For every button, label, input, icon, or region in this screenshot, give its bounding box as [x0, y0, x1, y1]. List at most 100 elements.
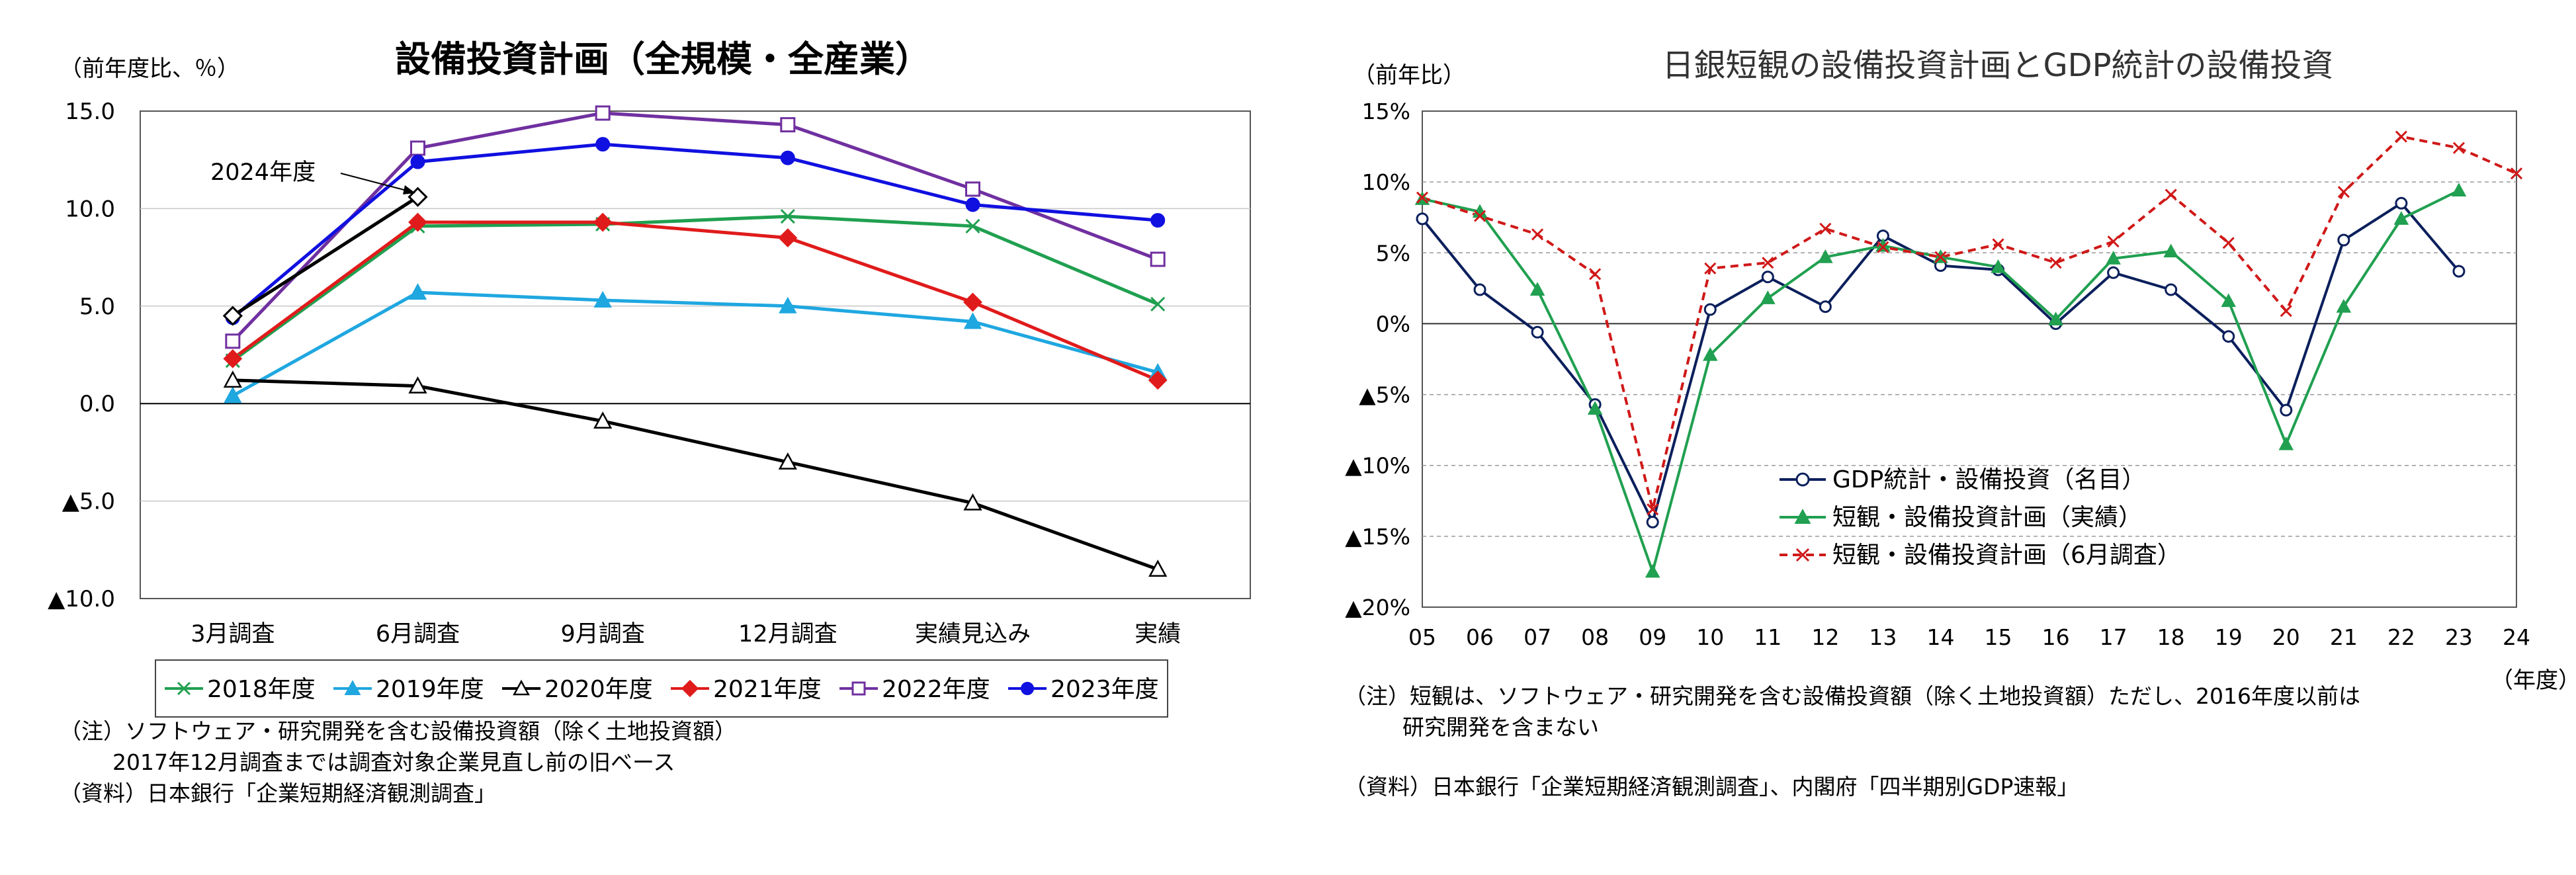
chart2-data-point: [1991, 259, 2006, 273]
chart2-data-point: [1416, 191, 1429, 204]
chart2-data-point: [1531, 325, 1544, 339]
chart2-data-point: [1587, 401, 1603, 415]
chart2-x-tick-label: 10: [1696, 624, 1724, 650]
chart2-x-tick-label: 17: [2100, 624, 2127, 650]
chart2-y-tick-label: ▲15%: [1345, 524, 1410, 550]
chart1-data-point: [223, 349, 243, 368]
chart2-data-point: [1704, 262, 1717, 274]
right-note-sub: 研究開発を含まない: [1402, 714, 1599, 740]
chart1-series-line: [232, 378, 1159, 571]
chart2-title: 日銀短観の設備投資計画とGDP統計の設備投資: [1662, 47, 2333, 84]
chart2-legend-label: 短観・設備投資計画（実績）: [1832, 504, 2142, 531]
chart1-data-point: [1148, 370, 1168, 390]
chart1-annotation-arrowhead: [403, 185, 415, 194]
chart2-data-point: [2395, 130, 2407, 143]
chart2-data-point: [1646, 515, 1659, 528]
chart2-data-point: [2393, 211, 2409, 225]
chart1-data-point: [410, 140, 425, 156]
chart2-data-point: [1529, 282, 1545, 296]
chart2-data-point: [2280, 305, 2292, 317]
chart1-plot-frame: [140, 110, 1251, 599]
chart2-x-tick-label: 18: [2157, 624, 2185, 650]
chart2-x-tick-label: 13: [1869, 624, 1897, 650]
chart1-legend-marker: [1021, 682, 1034, 695]
chart2-data-point: [2107, 266, 2120, 279]
chart2-data-point: [2451, 183, 2467, 196]
chart1-data-point: [595, 105, 611, 121]
chart1-legend-marker: [681, 679, 699, 698]
chart1-y-tick-label: ▲5.0: [62, 489, 115, 515]
chart2-x-unit: （年度）: [2491, 667, 2576, 694]
chart1-title: 設備投資計画（全規模・全産業）: [395, 38, 931, 80]
chart2-data-point: [2165, 188, 2177, 201]
chart2-x-tick-label: 07: [1524, 624, 1551, 650]
chart1-data-point: [593, 411, 613, 429]
chart1-data-point: [965, 181, 980, 197]
chart2-data-point: [2336, 299, 2352, 313]
chart2-data-point: [2222, 330, 2235, 343]
chart2-x-tick-label: 15: [1985, 624, 2012, 650]
chart2-legend-marker: [1795, 472, 1810, 487]
chart2-x-tick-label: 06: [1466, 624, 1494, 650]
left-note-sub: 2017年12月調査までは調査対象企業見直し前の旧ベース: [112, 749, 675, 775]
chart2-data-point: [2222, 237, 2235, 249]
chart1-data-point: [410, 154, 425, 169]
chart1-data-point: [965, 218, 980, 233]
chart2-x-tick-label: 14: [1926, 624, 1954, 650]
chart2-series-line: [1422, 135, 2517, 510]
chart2-data-point: [2165, 283, 2178, 296]
chart1-legend-label: 2021年度: [713, 676, 822, 703]
chart2-y-tick-label: ▲20%: [1345, 595, 1410, 620]
chart1-data-point: [224, 386, 242, 403]
chart1-data-point: [963, 493, 982, 511]
chart1-data-point: [1150, 251, 1166, 267]
chart1-legend-label: 2023年度: [1051, 676, 1159, 703]
chart1-data-point: [408, 376, 427, 394]
left-note: （注）ソフトウェア・研究開発を含む設備投資額（除く土地投資額）: [60, 718, 736, 744]
chart1-data-point: [963, 292, 982, 312]
chart1-data-point: [595, 137, 611, 152]
chart1-series-line: [232, 142, 1158, 319]
left-source: （資料）日本銀行「企業短期経済観測調査」: [60, 780, 496, 806]
chart2-x-tick-label: 05: [1408, 624, 1436, 650]
chart1-x-tick-label: 9月調査: [561, 621, 645, 647]
chart1-y-tick-label: 15.0: [65, 99, 115, 125]
chart2-x-tick-label: 21: [2330, 624, 2358, 650]
chart2-legend-label: GDP統計・設備投資（名目）: [1832, 466, 2145, 493]
chart2-legend-label: 短観・設備投資計画（6月調査）: [1832, 542, 2181, 569]
chart2-x-tick-label: 16: [2042, 624, 2070, 650]
chart1-data-point: [1150, 296, 1166, 312]
chart1-data-point: [778, 228, 798, 248]
chart1-series-line: [232, 220, 1159, 382]
chart1-data-point: [1150, 213, 1166, 228]
chart2-data-point: [2395, 196, 2408, 210]
chart1-x-tick-label: 6月調査: [376, 621, 460, 647]
chart1-data-point: [1148, 560, 1168, 577]
capex-plan-chart: 設備投資計画（全規模・全産業） （前年度比、％） 15.0 10.0 5.0 0.0 ▲…: [48, 38, 1251, 718]
chart2-y-tick-label: ▲10%: [1345, 453, 1410, 479]
chart2-data-point: [1761, 271, 1774, 284]
chart2-x-tick-label: 22: [2387, 624, 2415, 650]
chart2-data-point: [2280, 403, 2293, 417]
chart1-x-tick-label: 実績: [1135, 621, 1181, 647]
chart1-data-point: [780, 209, 795, 224]
chart1-y-unit: （前年度比、％）: [60, 56, 239, 82]
chart1-data-point: [780, 150, 795, 165]
chart1-data-point: [408, 212, 427, 232]
chart2-data-point: [1760, 290, 1776, 304]
chart2-x-tick-label: 12: [1811, 624, 1839, 650]
chart1-data-point: [593, 212, 613, 232]
chart1-legend-label: 2020年度: [544, 676, 653, 703]
chart2-plot-frame: [1422, 110, 2517, 608]
chart2-y-tick-label: 15%: [1362, 99, 1410, 124]
chart2-data-point: [2048, 312, 2063, 325]
chart2-x-tick-label: 08: [1581, 624, 1609, 650]
chart2-x-tick-label: 19: [2215, 624, 2243, 650]
chart2-y-tick-label: 0%: [1376, 311, 1410, 337]
chart1-data-point: [780, 117, 796, 133]
chart1-annotation-2024: 2024年度: [210, 159, 316, 186]
chart2-data-point: [2221, 293, 2237, 308]
chart2-data-point: [1762, 257, 1774, 269]
chart1-legend-marker: [513, 679, 530, 696]
chart1-data-point: [223, 370, 242, 388]
